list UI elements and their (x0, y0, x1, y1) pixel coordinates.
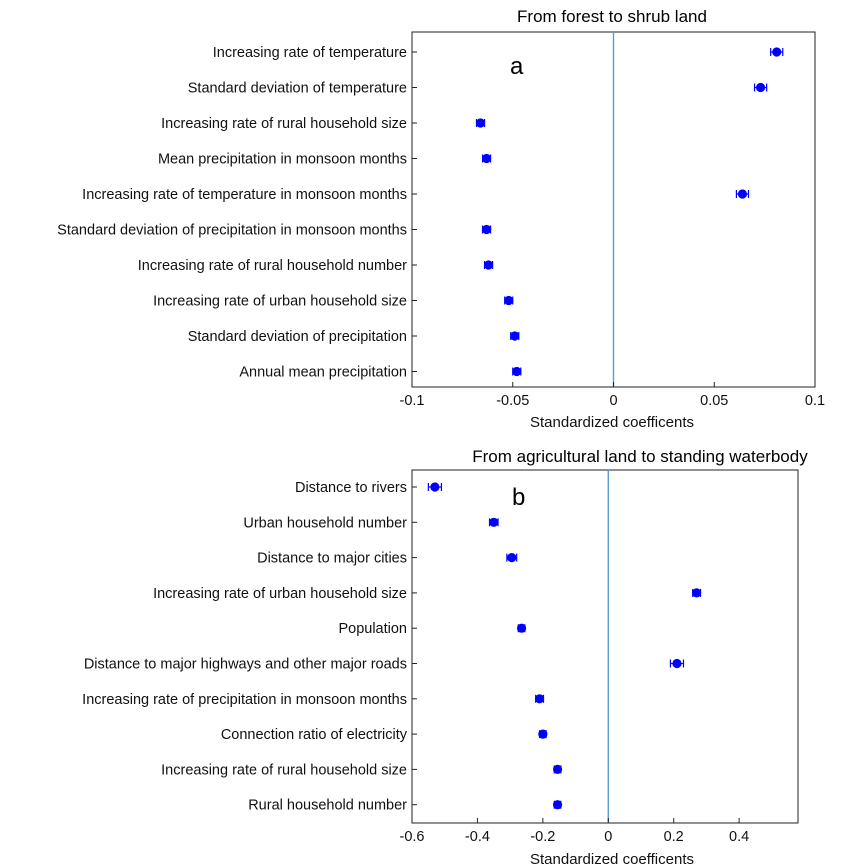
panel-a-x-tick-label: 0 (609, 393, 617, 409)
panel-a-data-point (475, 118, 486, 128)
panel-a-x-tick-label: 0.05 (700, 393, 728, 409)
panel-b-data-point (691, 588, 702, 598)
panel-b-plot-area (411, 469, 799, 824)
panel-b-data-point (552, 764, 563, 775)
panel-a-category-label: Increasing rate of temperature in monsoo… (82, 187, 407, 203)
panel-b-data-point (538, 729, 548, 739)
panel-b-category-label: Increasing rate of urban household size (153, 586, 407, 602)
panel-a-data-point (483, 260, 494, 270)
panel-a-x-axis-label: Standardized coefficents (530, 414, 694, 431)
panel-b-category-label: Distance to major cities (257, 551, 407, 567)
panel-a-category-label: Increasing rate of urban household size (153, 294, 407, 310)
panel-a-title: From forest to shrub land (517, 7, 707, 26)
panel-a-x-tick-label: 0.1 (805, 393, 825, 409)
panel-a-data-point (512, 366, 522, 377)
panel-a-data-point (481, 153, 492, 164)
panel-b-category-label: Population (338, 621, 407, 637)
panel-b-data-point (552, 800, 563, 810)
panel-a-x-tick-label: -0.05 (496, 393, 529, 409)
panel-a-category-label: Increasing rate of rural household size (161, 116, 407, 132)
panel-a-data-point (755, 82, 766, 93)
panel-b-category-label: Increasing rate of rural household size (161, 762, 407, 778)
panel-b-title: From agricultural land to standing water… (472, 447, 808, 466)
panel-a-category-label: Standard deviation of temperature (188, 81, 407, 97)
panel-b-category-label: Rural household number (248, 798, 407, 814)
panel-b-data-point (672, 658, 682, 669)
panel-b-category-label: Increasing rate of precipitation in mons… (82, 692, 407, 708)
panel-b: From agricultural land to standing water… (82, 447, 808, 868)
panel-b-x-tick-label: 0.4 (729, 829, 749, 845)
panel-b-data-point (507, 553, 517, 563)
panel-b-x-tick-label: -0.6 (400, 829, 425, 845)
panel-b-data-point (534, 694, 545, 704)
panel-b-category-label: Distance to rivers (295, 480, 407, 496)
panel-a: From forest to shrub land a Standardized… (57, 7, 825, 431)
panel-b-x-tick-label: -0.2 (530, 829, 555, 845)
panel-a-data-point (510, 331, 520, 341)
panel-a-data-point (481, 224, 492, 235)
panel-b-data-point (430, 482, 440, 492)
panel-b-category-label: Urban household number (243, 515, 407, 531)
panel-b-data-point (489, 517, 499, 527)
panel-b-x-tick-label: 0.2 (664, 829, 684, 845)
panel-b-x-tick-label: 0 (604, 829, 612, 845)
panel-a-category-label: Standard deviation of precipitation in m… (57, 223, 407, 239)
panel-a-data-point (772, 47, 782, 57)
panel-a-category-label: Mean precipitation in monsoon months (158, 152, 407, 168)
panel-b-x-axis-label: Standardized coefficents (530, 851, 694, 868)
panel-a-category-label: Increasing rate of rural household numbe… (138, 258, 407, 274)
panel-b-category-label: Distance to major highways and other maj… (84, 657, 407, 673)
panel-a-category-label: Annual mean precipitation (239, 365, 407, 381)
panel-a-data-point (737, 189, 748, 199)
panel-a-data-point (504, 295, 514, 306)
panel-b-data-point (516, 623, 527, 633)
panel-a-category-label: Standard deviation of precipitation (188, 329, 407, 345)
panel-b-x-tick-label: -0.4 (465, 829, 490, 845)
panel-b-label: b (512, 484, 525, 511)
panel-b-category-label: Connection ratio of electricity (221, 727, 408, 743)
panel-a-x-tick-label: -0.1 (400, 393, 425, 409)
panel-a-category-label: Increasing rate of temperature (213, 45, 407, 61)
panel-a-label: a (510, 53, 524, 80)
